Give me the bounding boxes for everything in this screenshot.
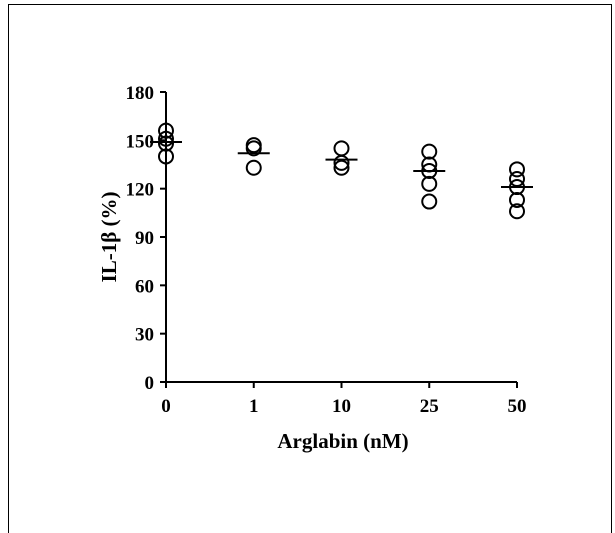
y-tick-label-60: 60: [135, 276, 154, 297]
ticks: 0 30 60 90 120 150 180 0 1 10 25 50: [126, 83, 527, 417]
y-axis-title: IL-1β (%): [97, 192, 121, 283]
data-point-50-0: [509, 203, 525, 220]
data-point-1-2: [245, 137, 262, 154]
x-axis-title: Arglabin (nM): [277, 429, 408, 453]
data-point-10-0: [333, 159, 350, 176]
data-point-50-2: [509, 179, 525, 196]
y-tick-label-120: 120: [126, 180, 155, 201]
data-point-0-1: [158, 135, 174, 152]
y-tick-label-0: 0: [145, 373, 155, 394]
data-point-25-1: [421, 175, 438, 192]
data-point-0-0: [158, 148, 174, 165]
x-tick-label-25: 25: [420, 396, 439, 417]
data-points: [158, 122, 525, 220]
data-point-10-2: [333, 140, 350, 157]
y-tick-label-150: 150: [126, 131, 155, 152]
data-point-50-4: [509, 161, 525, 178]
x-tick-label-0: 0: [161, 396, 171, 417]
data-point-50-1: [509, 191, 525, 208]
y-tick-label-30: 30: [135, 325, 154, 346]
chart-frame: [8, 4, 612, 533]
data-point-1-0: [245, 159, 262, 176]
x-tick-label-1: 1: [249, 396, 259, 417]
data-point-25-4: [421, 143, 438, 160]
data-point-0-3: [158, 122, 174, 139]
data-point-50-3: [509, 171, 525, 187]
data-point-25-0: [421, 193, 438, 210]
mean-lines: [150, 140, 533, 189]
data-point-0-2: [158, 130, 174, 147]
x-tick-label-10: 10: [332, 396, 351, 417]
y-tick-label-90: 90: [135, 228, 154, 249]
axes: [165, 92, 517, 383]
data-point-25-2: [421, 162, 438, 179]
y-tick-label-180: 180: [126, 83, 155, 104]
data-point-25-3: [421, 156, 438, 173]
x-tick-label-50: 50: [508, 396, 527, 417]
